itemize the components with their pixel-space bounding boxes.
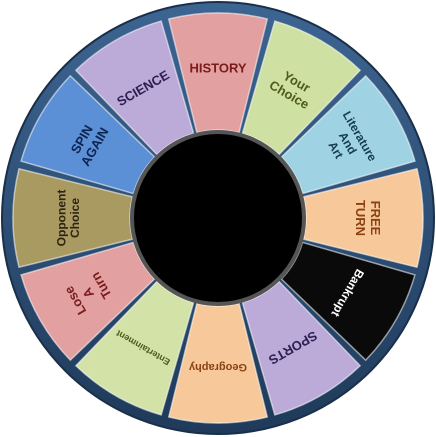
wheel-label-free-turn: FREETURN <box>353 200 383 236</box>
wheel-label-opponent-choice: OpponentChoice <box>54 190 82 247</box>
wheel-label-geography: Geography <box>188 361 247 373</box>
wheel-hub[interactable] <box>130 130 306 306</box>
wheel-label-history: HISTORY <box>189 61 246 76</box>
